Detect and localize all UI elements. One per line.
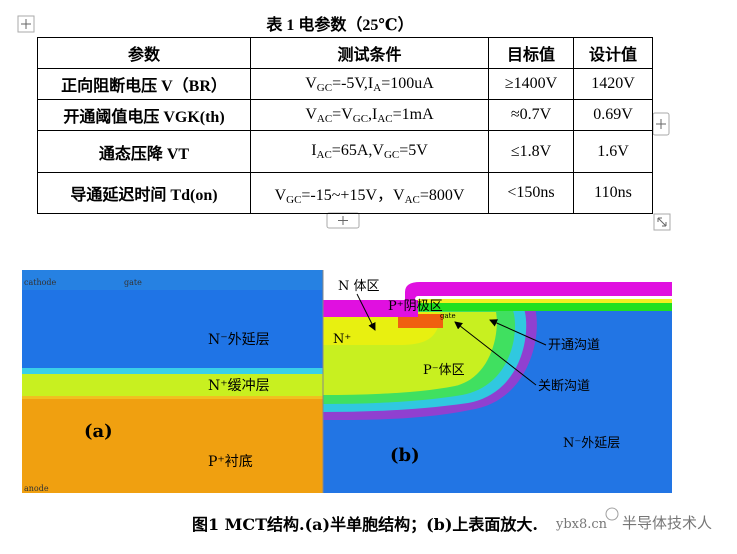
label: (b) [390, 445, 420, 466]
text: =65A,V [331, 142, 384, 159]
condition-cell: VAC=VGC,IAC=1mA [250, 99, 489, 131]
label: N⁻外延层 [208, 332, 270, 348]
target-cell: <150ns [488, 172, 574, 214]
design-cell: 0.69V [573, 99, 653, 131]
header-cell: 测试条件 [250, 37, 489, 69]
header-cell: 目标值 [488, 37, 574, 69]
param-cell: 通态压降 VT [37, 130, 251, 173]
resize-handle[interactable] [653, 213, 671, 231]
target-cell: ≥1400V [488, 68, 574, 100]
add-row-button[interactable] [326, 212, 360, 229]
label: P⁺衬底 [208, 454, 253, 470]
design-cell: 1.6V [573, 130, 653, 173]
table-row: 通态压降 VT IAC=65A,VGC=5V ≤1.8V 1.6V [37, 130, 653, 173]
label: 关断沟道 [538, 379, 590, 394]
text: =800V [419, 186, 465, 204]
text: V [305, 105, 317, 123]
arrow [489, 319, 547, 346]
text: V [274, 186, 287, 204]
text: =1mA [392, 105, 434, 123]
header-cell: 设计值 [573, 37, 653, 69]
subscript: A [373, 81, 382, 94]
design-cell: 1420V [573, 68, 653, 100]
subscript: GC [316, 81, 333, 94]
watermark-name: 半导体技术人 [622, 514, 712, 532]
target-cell: ≤1.8V [488, 130, 574, 173]
subscript: AC [377, 112, 393, 125]
watermark-site: ybx8.cn [555, 517, 608, 532]
condition-cell: IAC=65A,VGC=5V [250, 130, 489, 173]
text: =5V [399, 142, 428, 159]
design-cell: 110ns [573, 172, 653, 214]
header-cell: 参数 [37, 37, 251, 69]
panel-a: cathode gate anode N⁻外延层 N⁺缓冲层 P⁺衬底 (a) [22, 270, 323, 493]
subscript: AC [316, 149, 332, 161]
text: =V [332, 105, 353, 123]
param-cell: 导通延迟时间 Td(on) [37, 172, 251, 214]
text: =100uA [381, 74, 434, 92]
table-caption: 表 1 电参数（25℃） [266, 17, 414, 34]
text: I [311, 142, 317, 159]
condition-cell: VGC=-5V,IA=100uA [250, 68, 489, 100]
label: P⁻体区 [423, 363, 465, 378]
arrow [356, 293, 376, 331]
param-cell: 开通阈值电压 VGK(th) [37, 99, 251, 131]
text: ,I [368, 105, 378, 123]
label: P⁺阴极区 [388, 299, 443, 314]
text: =-5V,I [332, 74, 374, 92]
label: (a) [84, 421, 113, 442]
target-cell: ≈0.7V [488, 99, 574, 131]
label: N⁻外延层 [563, 436, 620, 451]
label: N⁺ [333, 332, 351, 347]
figure-caption: 图1 MCT结构.(a)半单胞结构；(b)上表面放大. [192, 515, 538, 534]
arrow [454, 321, 537, 386]
subscript: GC [383, 149, 400, 161]
subscript: AC [404, 193, 420, 206]
move-handle[interactable] [17, 15, 35, 33]
condition-cell: VGC=-15~+15V，VAC=800V [250, 172, 489, 214]
label: N⁺缓冲层 [208, 378, 270, 394]
panel-b: N 体区 P⁺阴极区 gate N⁺ P⁻体区 开通沟道 关断沟道 N⁻外延层 … [322, 270, 672, 493]
label: N 体区 [338, 279, 380, 294]
watermark: ybx8.cn 半导体技术人 [555, 507, 712, 532]
parameter-table: 参数 测试条件 目标值 设计值 正向阻断电压 V（BR） VGC=-5V,IA=1… [37, 37, 653, 214]
label: gate [124, 278, 142, 287]
subscript: GC [352, 112, 369, 125]
label: cathode [24, 278, 57, 287]
label: 开通沟道 [548, 338, 600, 353]
table-row: 导通延迟时间 Td(on) VGC=-15~+15V，VAC=800V <150ns… [37, 172, 653, 214]
add-column-button[interactable] [652, 112, 670, 136]
param-cell: 正向阻断电压 V（BR） [37, 68, 251, 100]
table-row: 开通阈值电压 VGK(th) VAC=VGC,IAC=1mA ≈0.7V 0.69V [37, 99, 653, 131]
text: V [305, 74, 317, 92]
label: gate [440, 312, 456, 320]
subscript: AC [316, 112, 333, 125]
table-row: 正向阻断电压 V（BR） VGC=-5V,IA=100uA ≥1400V 1420V [37, 68, 653, 100]
label: anode [24, 484, 49, 493]
subscript: GC [286, 193, 302, 206]
text: =-15~+15V，V [301, 186, 405, 204]
